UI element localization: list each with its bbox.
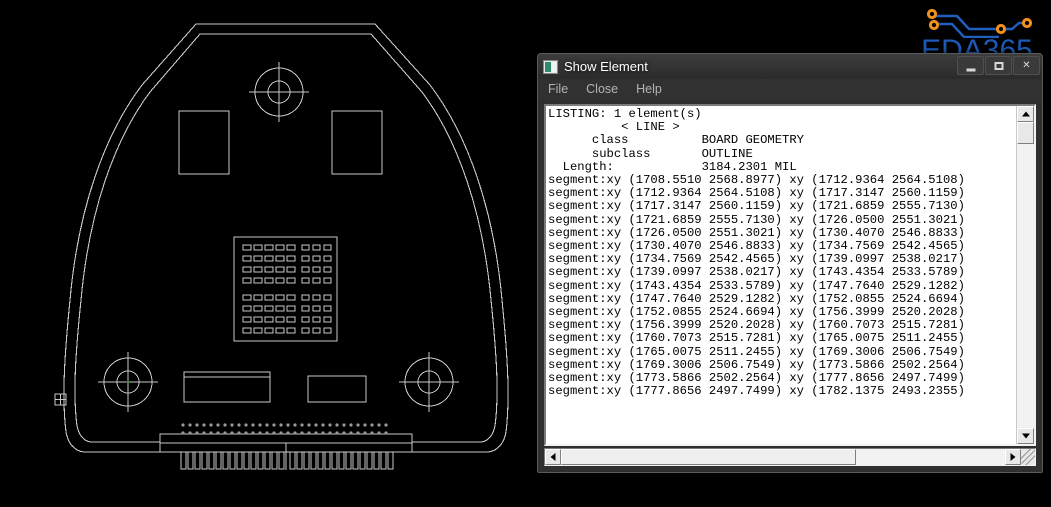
chevron-left-icon	[550, 453, 556, 461]
maximize-icon	[994, 61, 1003, 70]
window-title: Show Element	[564, 59, 648, 74]
listing-line: segment:xy (1739.0997 2538.0217) xy (174…	[548, 265, 965, 280]
listing-line: segment:xy (1760.7073 2515.7281) xy (176…	[548, 331, 965, 346]
board-outline-outer	[63, 23, 509, 453]
listing-line: segment:xy (1777.8656 2497.7499) xy (178…	[548, 384, 965, 399]
fiducial-center-marker	[126, 380, 130, 384]
listing-line: subclass OUTLINE	[548, 146, 753, 161]
listing-line: segment:xy (1752.0855 2524.6694) xy (175…	[548, 305, 965, 320]
listing-line: segment:xy (1721.6859 2555.7130) xy (172…	[548, 212, 965, 227]
listing-line: segment:xy (1734.7569 2542.4565) xy (173…	[548, 252, 965, 267]
vertical-scrollbar[interactable]	[1016, 106, 1034, 444]
card-edge-connector	[159, 442, 413, 470]
menu-item-help[interactable]: Help	[636, 82, 662, 96]
chevron-up-icon	[1021, 111, 1030, 117]
component-rect-top-left	[178, 110, 230, 175]
listing-line: segment:xy (1773.5866 2502.2564) xy (177…	[548, 371, 965, 386]
maximize-button[interactable]	[985, 56, 1012, 75]
listing-line: class BOARD GEOMETRY	[548, 133, 804, 148]
scroll-left-button[interactable]	[545, 449, 561, 465]
chevron-right-icon	[1010, 453, 1016, 461]
component-rect-bottom-left	[183, 371, 271, 403]
cad-canvas[interactable]	[0, 0, 540, 507]
menu-item-file[interactable]: File	[548, 82, 569, 96]
vertical-scroll-thumb[interactable]	[1017, 122, 1034, 144]
listing-line: < LINE >	[548, 120, 680, 135]
pad-array-pads	[242, 244, 332, 334]
chevron-down-icon	[1021, 433, 1030, 439]
menu-item-close[interactable]: Close	[586, 82, 619, 96]
window-controls: ✕	[957, 56, 1040, 75]
listing-line: segment:xy (1747.7640 2529.1282) xy (175…	[548, 291, 965, 306]
minimize-icon	[966, 68, 975, 71]
resize-grip[interactable]	[1021, 449, 1035, 465]
component-rect-top-right	[331, 110, 383, 175]
horizontal-scroll-track[interactable]	[856, 449, 1005, 465]
app-icon	[543, 59, 558, 74]
listing-line: Length: 3184.2301 MIL	[548, 159, 797, 174]
close-icon: ✕	[1022, 59, 1031, 71]
scroll-down-button[interactable]	[1017, 428, 1034, 444]
listing-line: segment:xy (1730.4070 2546.8833) xy (173…	[548, 239, 965, 254]
horizontal-scroll-thumb[interactable]	[561, 449, 856, 465]
fiducial-bottom-right	[399, 352, 459, 412]
watermark-trace-graphic	[926, 8, 1033, 39]
component-rect-bottom-right	[307, 375, 367, 403]
listing-line: segment:xy (1708.5510 2568.8977) xy (171…	[548, 173, 965, 188]
connector-pin-markers	[181, 423, 388, 435]
pcb-drawing	[54, 23, 509, 470]
show-element-window[interactable]: Show Element ✕ File Close Help LISTING: …	[537, 53, 1043, 473]
vertical-scroll-track[interactable]	[1017, 144, 1034, 428]
scroll-up-button[interactable]	[1017, 106, 1034, 122]
scroll-right-button[interactable]	[1005, 449, 1021, 465]
listing-line: segment:xy (1712.9364 2564.5108) xy (171…	[548, 186, 965, 201]
horizontal-scrollbar[interactable]	[544, 448, 1036, 466]
listing-content-frame: LISTING: 1 element(s) < LINE > class BOA…	[544, 104, 1036, 446]
pad-array-outline	[233, 236, 338, 342]
listing-line: LISTING: 1 element(s)	[548, 107, 702, 121]
listing-line: segment:xy (1726.0500 2551.3021) xy (173…	[548, 225, 965, 240]
window-titlebar[interactable]: Show Element ✕	[538, 54, 1042, 79]
board-outline-inner	[74, 33, 498, 443]
close-button[interactable]: ✕	[1013, 56, 1040, 75]
listing-line: segment:xy (1769.3006 2506.7549) xy (177…	[548, 357, 965, 372]
minimize-button[interactable]	[957, 56, 984, 75]
origin-grid-icon	[54, 393, 67, 406]
listing-line: segment:xy (1717.3147 2560.1159) xy (172…	[548, 199, 965, 214]
listing-line: segment:xy (1756.3999 2520.2028) xy (176…	[548, 318, 965, 333]
fiducial-top	[249, 62, 309, 122]
listing-line: segment:xy (1765.0075 2511.2455) xy (176…	[548, 344, 965, 359]
listing-text-area[interactable]: LISTING: 1 element(s) < LINE > class BOA…	[546, 106, 1016, 444]
menubar: File Close Help	[538, 79, 1042, 99]
listing-line: segment:xy (1743.4354 2533.5789) xy (174…	[548, 278, 965, 293]
